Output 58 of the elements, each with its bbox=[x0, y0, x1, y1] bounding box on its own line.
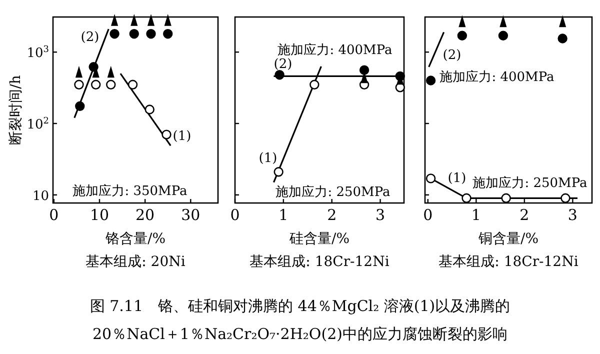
point bbox=[457, 30, 468, 40]
annotation: 施加应力: 250MPa bbox=[472, 175, 588, 191]
point bbox=[498, 30, 508, 40]
y-axis-title: 断裂时间/h bbox=[8, 75, 24, 145]
annotation: (2) bbox=[442, 48, 462, 63]
point bbox=[144, 104, 154, 114]
point bbox=[274, 70, 284, 80]
text: 基本组成: 20Ni bbox=[86, 254, 186, 270]
annotation: 施加应力: 400MPa bbox=[440, 69, 555, 85]
point bbox=[90, 80, 101, 90]
point bbox=[162, 130, 172, 140]
x-axis-title: 铬含量/% bbox=[104, 231, 166, 247]
point bbox=[501, 193, 511, 204]
x-tick-label: 2 bbox=[327, 206, 337, 224]
point bbox=[310, 80, 320, 90]
point bbox=[426, 76, 436, 86]
point bbox=[106, 80, 116, 90]
x-tick-label: 0 bbox=[230, 206, 240, 224]
point bbox=[110, 29, 120, 39]
x-tick-label: 3 bbox=[568, 206, 578, 224]
text: 20％NaCl＋1％Na₂Cr₂O₇·2H₂O(2)中的应力腐蚀断裂的影响 bbox=[92, 325, 508, 343]
annotation: (2) bbox=[274, 57, 292, 72]
point bbox=[129, 29, 139, 39]
x-tick-label: 3 bbox=[376, 206, 386, 224]
point bbox=[558, 34, 568, 44]
x-tick-label: 0 bbox=[49, 206, 59, 224]
text: 基本组成: 18Cr-12Ni bbox=[250, 254, 390, 270]
x-axis-title: 铜含量/% bbox=[477, 231, 539, 247]
point bbox=[163, 29, 173, 39]
annotation: 施加应力: 400MPa bbox=[278, 42, 393, 58]
y-tick-label: 10 bbox=[32, 188, 49, 204]
x-tick-label: 10 bbox=[90, 206, 110, 224]
annotation: 施加应力: 250MPa bbox=[276, 184, 391, 200]
x-tick-label: 30 bbox=[181, 206, 200, 224]
point bbox=[274, 167, 284, 177]
x-tick-label: 1 bbox=[278, 206, 288, 224]
point bbox=[426, 174, 436, 184]
annotation: 施加应力: 350MPa bbox=[72, 183, 188, 199]
annotation: (1) bbox=[172, 129, 192, 144]
point bbox=[128, 80, 138, 90]
y-tick-label: 10$^{2}$ bbox=[26, 116, 49, 132]
point bbox=[462, 193, 472, 204]
point bbox=[560, 193, 570, 204]
x-tick-label: 20 bbox=[136, 206, 155, 224]
annotation: (2) bbox=[80, 30, 100, 45]
point bbox=[359, 65, 370, 75]
x-tick-label: 1 bbox=[471, 206, 481, 224]
text: 基本组成: 18Cr-12Ni bbox=[438, 254, 579, 270]
x-tick-label: 0 bbox=[423, 206, 433, 224]
point bbox=[75, 101, 85, 111]
caption: 图 7.11 铬、硅和铜对沸腾的 44％MgCl₂ 溶液(1)以及沸腾的 bbox=[90, 297, 510, 315]
x-tick-label: 2 bbox=[520, 206, 530, 224]
point bbox=[146, 29, 156, 39]
point bbox=[74, 80, 84, 90]
y-tick-label: 10$^{3}$ bbox=[26, 45, 50, 62]
annotation: (1) bbox=[448, 171, 466, 186]
x-axis-title: 硅含量/% bbox=[288, 231, 350, 247]
annotation: (1) bbox=[258, 151, 278, 166]
